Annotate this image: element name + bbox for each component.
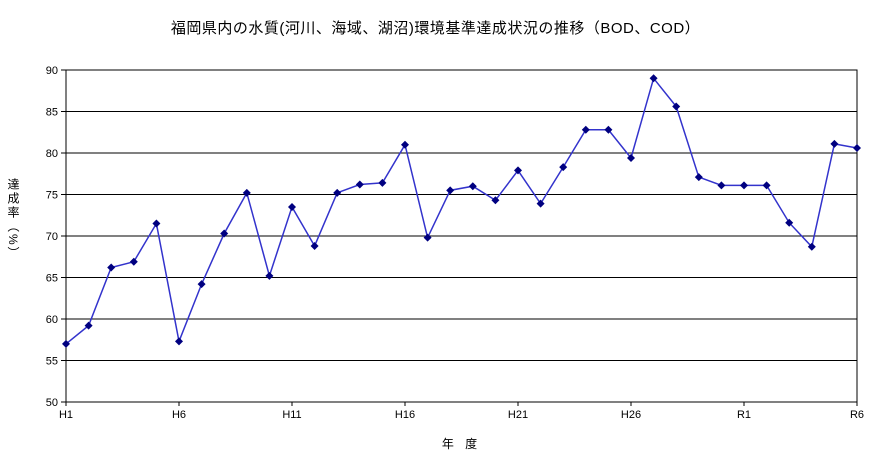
data-point-marker bbox=[310, 241, 319, 250]
data-point-marker bbox=[107, 263, 116, 272]
x-axis-title: 年 度 bbox=[441, 437, 482, 451]
x-tick-label: H16 bbox=[395, 409, 415, 421]
data-point-marker bbox=[84, 321, 93, 330]
x-tick-label: H26 bbox=[621, 409, 641, 421]
data-point-marker bbox=[559, 163, 568, 172]
data-point-marker bbox=[152, 219, 161, 228]
data-point-marker bbox=[627, 153, 635, 162]
y-tick-label: 50 bbox=[46, 397, 58, 409]
data-point-marker bbox=[581, 125, 590, 134]
data-point-marker bbox=[265, 271, 274, 280]
x-tick-label: R1 bbox=[737, 409, 751, 421]
data-point-marker bbox=[785, 218, 794, 227]
y-tick-label: 75 bbox=[46, 190, 58, 202]
data-point-marker bbox=[740, 181, 748, 190]
chart-title: 福岡県内の水質(河川、海域、湖沼)環境基準達成状況の推移（BOD、COD） bbox=[170, 20, 701, 37]
data-point-marker bbox=[694, 173, 703, 182]
data-line bbox=[65, 76, 858, 345]
data-point-marker bbox=[378, 178, 387, 187]
data-point-marker bbox=[762, 181, 771, 190]
y-tick-label: 70 bbox=[46, 231, 58, 243]
data-point-marker bbox=[175, 337, 183, 346]
data-point-marker bbox=[807, 242, 816, 251]
data-point-marker bbox=[717, 181, 726, 190]
y-tick-label: 85 bbox=[46, 107, 58, 119]
plot-border bbox=[65, 69, 858, 403]
x-tick-label: H1 bbox=[59, 409, 73, 421]
y-tick-label: 90 bbox=[46, 65, 58, 77]
x-tick-label: H6 bbox=[172, 409, 186, 421]
y-tick-label: 60 bbox=[46, 314, 58, 326]
data-point-marker bbox=[830, 139, 839, 148]
y-axis-title: 達成率（%） bbox=[6, 178, 20, 261]
data-point-marker bbox=[536, 199, 545, 208]
data-point-marker bbox=[197, 280, 206, 289]
y-tick-label: 65 bbox=[46, 273, 58, 285]
y-tick-label: 55 bbox=[46, 356, 58, 368]
data-point-marker bbox=[853, 144, 861, 153]
data-point-marker bbox=[491, 196, 500, 205]
data-point-marker bbox=[446, 186, 455, 195]
data-point-marker bbox=[604, 125, 613, 134]
data-point-marker bbox=[672, 102, 681, 111]
data-point-marker bbox=[288, 202, 296, 211]
data-point-marker bbox=[62, 339, 70, 348]
data-point-marker bbox=[649, 74, 658, 83]
data-point-marker bbox=[242, 188, 251, 197]
x-tick-label: R6 bbox=[850, 409, 864, 421]
data-point-marker bbox=[220, 229, 229, 238]
data-point-marker bbox=[401, 140, 409, 149]
data-point-marker bbox=[355, 180, 364, 189]
data-point-marker bbox=[129, 257, 138, 266]
data-point-marker bbox=[333, 188, 342, 197]
x-tick-label: H21 bbox=[508, 409, 528, 421]
data-point-marker bbox=[468, 182, 477, 191]
data-point-marker bbox=[514, 166, 522, 175]
data-point-marker bbox=[423, 233, 432, 242]
y-tick-label: 80 bbox=[46, 148, 58, 160]
x-tick-label: H11 bbox=[282, 409, 301, 421]
